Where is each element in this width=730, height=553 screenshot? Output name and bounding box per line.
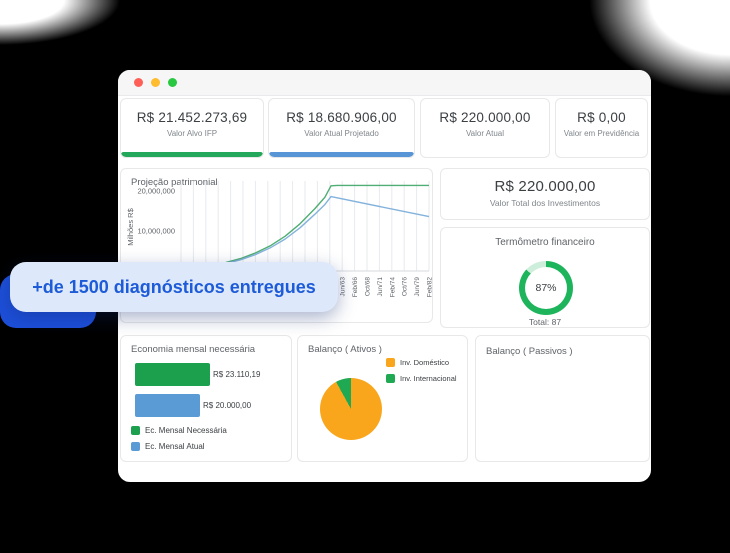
legend-label: Inv. Doméstico: [400, 358, 450, 367]
minimize-button[interactable]: [151, 78, 160, 87]
legend-swatch-green: [386, 374, 395, 383]
promo-badge: +de 1500 diagnósticos entregues: [10, 262, 338, 312]
stat-value: R$ 21.452.273,69: [136, 110, 248, 125]
balanco-ativos-panel: Balanço ( Ativos ) Inv. Doméstico Inv. I…: [297, 335, 468, 462]
thermo-title: Termômetro financeiro: [495, 237, 595, 248]
legend-label: Inv. Internacional: [400, 374, 457, 383]
invest-value: R$ 220.000,00: [494, 178, 596, 195]
stat-card-valor-projetado: R$ 18.680.906,00 Valor Atual Projetado: [268, 98, 415, 158]
svg-text:Jun/71: Jun/71: [377, 277, 384, 297]
legend-item-inv-domestico[interactable]: Inv. Doméstico: [386, 358, 449, 367]
stat-value: R$ 18.680.906,00: [286, 110, 397, 125]
svg-text:Feb/66: Feb/66: [352, 277, 359, 298]
stat-card-previdencia: R$ 0,00 Valor em Previdência: [555, 98, 648, 158]
invest-label: Valor Total dos Investimentos: [489, 198, 601, 208]
legend-label: Ec. Mensal Necessária: [145, 426, 227, 435]
bar-atual: [135, 394, 200, 417]
svg-text:10,000,000: 10,000,000: [137, 227, 175, 236]
legend-swatch-orange: [386, 358, 395, 367]
stat-card-valor-atual: R$ 220.000,00 Valor Atual: [420, 98, 550, 158]
svg-text:Jun/79: Jun/79: [414, 277, 421, 297]
bar-value: R$ 23.110,19: [213, 370, 261, 379]
legend-label: Ec. Mensal Atual: [145, 442, 205, 451]
stat-label: Valor Atual: [465, 129, 505, 138]
stat-value: R$ 0,00: [577, 110, 626, 125]
thermometer-percent: 87%: [525, 267, 567, 309]
economia-mensal-panel: Economia mensal necessária R$ 23.110,19 …: [120, 335, 292, 462]
bar-necessaria: [135, 363, 210, 386]
legend-swatch-blue: [131, 442, 140, 451]
promo-badge-text: +de 1500 diagnósticos entregues: [32, 276, 316, 297]
bar-row: R$ 23.110,19: [135, 363, 260, 386]
panel-title: Balanço ( Ativos ): [308, 344, 382, 355]
svg-text:Feb/82: Feb/82: [427, 277, 433, 298]
stat-card-valor-alvo: R$ 21.452.273,69 Valor Alvo IFP: [120, 98, 264, 158]
svg-text:Feb/74: Feb/74: [389, 277, 396, 298]
stat-label: Valor em Previdência: [563, 129, 640, 138]
bar-value: R$ 20.000,00: [203, 401, 252, 410]
panel-title: Balanço ( Passivos ): [486, 346, 573, 357]
thermometer-ring: 87%: [519, 261, 573, 315]
svg-text:Oct/68: Oct/68: [365, 277, 372, 297]
window-titlebar: [118, 70, 651, 96]
svg-text:Jun/63: Jun/63: [340, 277, 347, 297]
svg-text:Milhões R$: Milhões R$: [126, 207, 135, 245]
close-button[interactable]: [134, 78, 143, 87]
progress-bar-green: [121, 152, 263, 157]
bar-row: R$ 20.000,00: [135, 394, 251, 417]
svg-text:Oct/76: Oct/76: [402, 277, 409, 297]
expand-button[interactable]: [168, 78, 177, 87]
progress-bar-blue: [269, 152, 414, 157]
stat-value: R$ 220.000,00: [439, 110, 531, 125]
termometro-financeiro-card: Termômetro financeiro 87% Total: 87: [440, 227, 650, 328]
legend-item-ec-mensal-atual[interactable]: Ec. Mensal Atual: [131, 442, 205, 451]
stat-label: Valor Alvo IFP: [166, 129, 218, 138]
svg-text:20,000,000: 20,000,000: [137, 187, 175, 196]
stat-label: Valor Atual Projetado: [304, 129, 379, 138]
panel-title: Economia mensal necessária: [131, 344, 256, 355]
ativos-pie: [320, 378, 382, 440]
thermometer-total: Total: 87: [528, 317, 562, 327]
valor-total-investimentos-card: R$ 220.000,00 Valor Total dos Investimen…: [440, 168, 650, 220]
balanco-passivos-panel: Balanço ( Passivos ): [475, 335, 650, 462]
legend-item-inv-internacional[interactable]: Inv. Internacional: [386, 374, 457, 383]
legend-item-ec-mensal-necessaria[interactable]: Ec. Mensal Necessária: [131, 426, 227, 435]
legend-swatch-green: [131, 426, 140, 435]
